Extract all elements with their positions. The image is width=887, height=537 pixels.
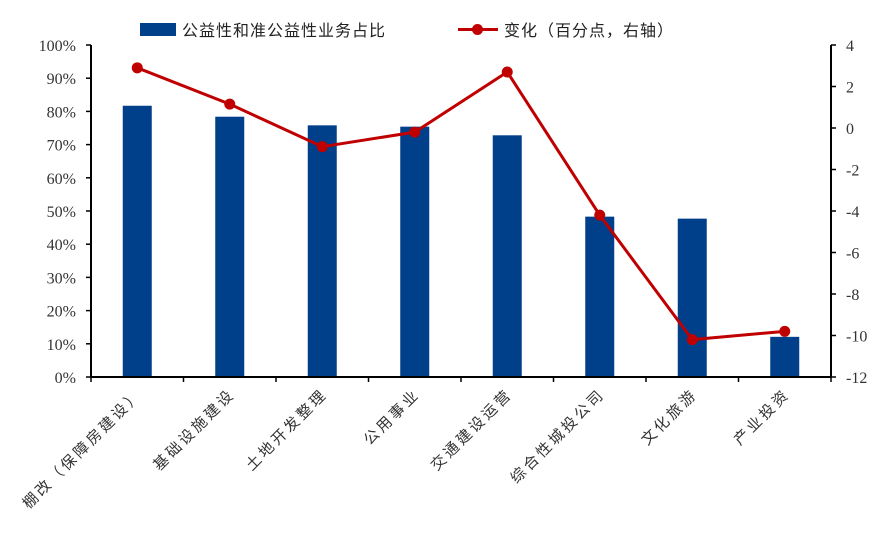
legend-item-line: 变化（百分点，右轴）: [458, 17, 674, 41]
category-label: 棚改（保障房建设）: [19, 385, 146, 512]
left-axis-tick-label: 80%: [47, 104, 76, 121]
left-axis-tick-label: 40%: [47, 237, 76, 254]
category-label: 文化旅游: [638, 386, 701, 449]
bar: [492, 135, 522, 377]
category-label: 公用事业: [361, 386, 424, 449]
bar: [770, 336, 800, 377]
right-axis-tick-label: -8: [846, 287, 859, 304]
bar: [122, 105, 152, 378]
right-axis-tick-label: 0: [846, 121, 854, 138]
axes: [86, 44, 836, 382]
left-axis-tick-label: 70%: [47, 138, 76, 155]
line-marker: [686, 334, 698, 346]
line-marker: [409, 126, 421, 138]
category-label: 交通建设运营: [427, 385, 516, 474]
line-marker: [131, 62, 143, 74]
category-label: 综合性城投公司: [507, 386, 608, 487]
right-axis-tick-label: -12: [846, 370, 867, 387]
line-marker: [224, 98, 236, 110]
bar: [215, 116, 245, 377]
left-axis-tick-label: 50%: [47, 204, 76, 221]
left-axis-tick-label: 30%: [47, 270, 76, 287]
line-marker: [316, 141, 328, 153]
chart-legend: 公益性和准公益性业务占比 变化（百分点，右轴）: [140, 18, 746, 40]
category-label: 基础设施建设: [150, 386, 238, 474]
legend-bar-label: 公益性和准公益性业务占比: [182, 23, 387, 40]
left-axis-tick-label: 100%: [39, 38, 76, 55]
bar-swatch-icon: [140, 22, 176, 36]
bar: [585, 216, 615, 377]
bar-series: [122, 105, 800, 378]
left-axis-tick-label: 10%: [47, 337, 76, 354]
left-axis-labels: 0% 10% 20% 30% 40% 50% 60% 70% 80% 90% 100%: [39, 38, 76, 387]
right-axis-tick-label: -4: [846, 204, 859, 221]
left-axis-tick-label: 60%: [47, 171, 76, 188]
bar: [400, 126, 430, 377]
left-axis-tick-label: 90%: [47, 71, 76, 88]
right-axis-tick-label: -6: [846, 246, 859, 263]
category-label: 产业投资: [731, 386, 794, 449]
right-axis-tick-label: 4: [846, 38, 854, 55]
right-axis-tick-label: 2: [846, 80, 854, 97]
left-axis-tick-label: 0%: [55, 370, 76, 387]
category-label: 土地开发整理: [243, 386, 331, 474]
line-series: [131, 62, 791, 346]
legend-item-bar: 公益性和准公益性业务占比: [140, 17, 386, 41]
right-axis-tick-label: -10: [846, 329, 867, 346]
line-marker: [779, 325, 791, 337]
line-marker: [501, 66, 513, 78]
line-marker-swatch-icon: [458, 23, 499, 36]
left-axis-tick-label: 20%: [47, 304, 76, 321]
bar: [307, 125, 337, 378]
line-marker: [594, 209, 606, 221]
right-axis-tick-label: -2: [846, 163, 859, 180]
bar: [677, 218, 707, 377]
legend-line-label: 变化（百分点，右轴）: [504, 23, 675, 40]
right-axis-labels: -12 -10 -8 -6 -4 -2 0 2 4: [846, 38, 867, 387]
